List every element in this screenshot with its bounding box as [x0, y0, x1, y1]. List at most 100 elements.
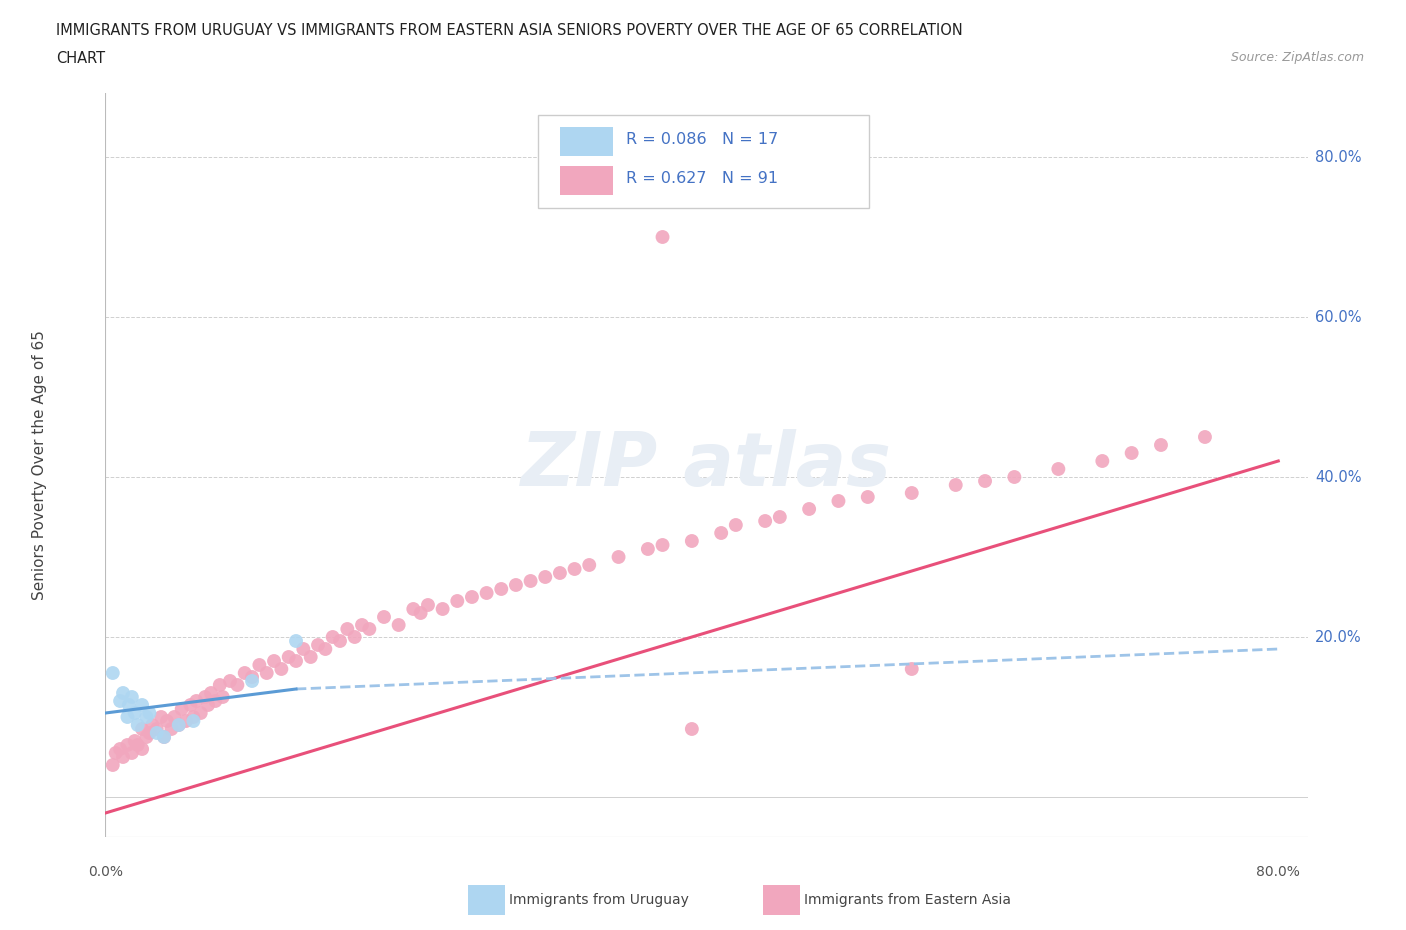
Point — [299, 649, 322, 664]
Point — [314, 642, 336, 657]
Text: R = 0.627   N = 91: R = 0.627 N = 91 — [626, 171, 778, 186]
Point — [651, 538, 673, 552]
Point — [505, 578, 527, 592]
Point — [827, 494, 849, 509]
Point — [329, 633, 352, 648]
Point — [292, 642, 315, 657]
Point — [856, 489, 879, 504]
Point — [183, 713, 205, 728]
Point — [194, 689, 217, 704]
Point — [1091, 454, 1114, 469]
Point — [118, 698, 141, 712]
Point — [135, 729, 157, 744]
Point — [534, 569, 557, 584]
Point — [270, 661, 292, 676]
Point — [145, 725, 167, 740]
Point — [186, 694, 208, 709]
Point — [104, 746, 127, 761]
Point — [240, 673, 263, 688]
Point — [247, 658, 270, 672]
Text: 80.0%: 80.0% — [1257, 865, 1301, 879]
Point — [307, 638, 329, 653]
Point — [240, 670, 263, 684]
Point — [170, 701, 193, 716]
Point — [359, 621, 381, 636]
Text: 20.0%: 20.0% — [1315, 630, 1361, 644]
Point — [285, 654, 308, 669]
Point — [108, 741, 131, 756]
Point — [637, 541, 659, 556]
Point — [974, 473, 997, 488]
Point — [409, 605, 432, 620]
Point — [145, 722, 167, 737]
Text: Immigrants from Eastern Asia: Immigrants from Eastern Asia — [804, 893, 1011, 908]
Point — [141, 718, 163, 733]
Point — [388, 618, 411, 632]
Point — [183, 710, 205, 724]
Point — [548, 565, 571, 580]
Point — [174, 713, 197, 728]
Point — [285, 633, 308, 648]
Point — [336, 621, 359, 636]
Point — [233, 666, 256, 681]
Point — [607, 550, 630, 565]
Point — [263, 654, 285, 669]
FancyBboxPatch shape — [538, 115, 869, 208]
Point — [124, 734, 146, 749]
Point — [350, 618, 373, 632]
Point — [127, 737, 149, 752]
Point — [681, 722, 703, 737]
Point — [256, 666, 278, 681]
Point — [117, 710, 139, 724]
Point — [1150, 437, 1173, 452]
Point — [402, 602, 425, 617]
Text: ZIP atlas: ZIP atlas — [522, 429, 891, 501]
Point — [769, 510, 792, 525]
Point — [277, 649, 299, 664]
Point — [432, 602, 454, 617]
Point — [219, 673, 242, 688]
Point — [226, 678, 249, 693]
Point — [150, 710, 173, 724]
Point — [900, 661, 922, 676]
Point — [564, 562, 586, 577]
Point — [519, 574, 541, 589]
Point — [190, 706, 212, 721]
Point — [112, 750, 135, 764]
Text: 40.0%: 40.0% — [1315, 470, 1361, 485]
Point — [163, 710, 186, 724]
Point — [343, 630, 366, 644]
Point — [710, 525, 733, 540]
Text: 60.0%: 60.0% — [1315, 310, 1361, 325]
Text: IMMIGRANTS FROM URUGUAY VS IMMIGRANTS FROM EASTERN ASIA SENIORS POVERTY OVER THE: IMMIGRANTS FROM URUGUAY VS IMMIGRANTS FR… — [56, 23, 963, 38]
Point — [138, 725, 160, 740]
Point — [491, 581, 513, 596]
Point — [211, 689, 233, 704]
Point — [754, 513, 776, 528]
Point — [127, 718, 149, 733]
Point — [900, 485, 922, 500]
Point — [1121, 445, 1143, 460]
Point — [475, 586, 498, 601]
Point — [416, 598, 439, 613]
Point — [461, 590, 484, 604]
Point — [373, 609, 395, 624]
Point — [1047, 461, 1070, 476]
Point — [121, 689, 143, 704]
Point — [681, 534, 703, 549]
Point — [153, 729, 176, 744]
Point — [121, 746, 143, 761]
Point — [724, 518, 747, 533]
Point — [108, 694, 131, 709]
Point — [131, 741, 153, 756]
Point — [131, 698, 153, 712]
Point — [179, 698, 201, 712]
Text: R = 0.086   N = 17: R = 0.086 N = 17 — [626, 132, 779, 147]
Point — [322, 630, 344, 644]
Point — [101, 666, 124, 681]
Point — [200, 685, 222, 700]
Point — [578, 558, 600, 573]
Point — [197, 698, 219, 712]
Point — [153, 729, 176, 744]
Point — [160, 722, 183, 737]
